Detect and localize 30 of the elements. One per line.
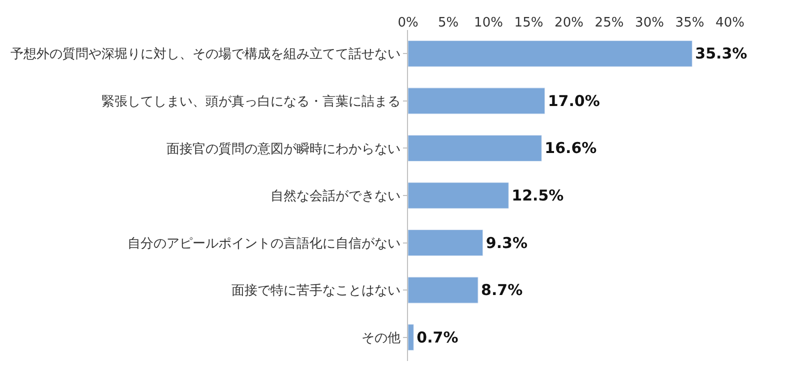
x-tick-label: 0% (398, 15, 418, 30)
x-tick-label: 5% (438, 15, 459, 30)
x-tick-label: 20% (554, 15, 584, 30)
bar (408, 324, 414, 351)
bar (408, 230, 484, 256)
data-label: 17.0% (548, 92, 600, 110)
bar (408, 276, 478, 304)
y-tick-label: 自分のアピールポイントの言語化に自信がない (127, 235, 400, 252)
x-tick-label: 15% (514, 15, 544, 30)
y-tick-label: 予想外の質問や深堀りに対し、その場で構成を組み立てて話せない (10, 46, 400, 62)
data-label: 0.7% (416, 328, 458, 346)
data-label: 35.3% (695, 44, 748, 63)
x-tick-label: 10% (474, 15, 503, 30)
data-label: 9.3% (486, 234, 528, 252)
y-tick-label: その他 (361, 330, 400, 346)
data-label: 16.6% (544, 139, 597, 158)
bar (408, 40, 692, 67)
x-tick-label: 25% (594, 15, 624, 30)
x-tick-label: 30% (635, 15, 664, 30)
y-tick-label: 面接官の質問の意図が瞬時にわからない (166, 140, 400, 157)
data-label: 12.5% (512, 186, 564, 204)
y-tick-label: 面接で特に苦手なことはない (231, 284, 400, 299)
bar (408, 182, 509, 209)
x-tick-label: 35% (675, 15, 704, 30)
x-tick-label: 40% (716, 15, 744, 30)
y-tick-label: 緊張してしまい、頭が真っ白になる・言葉に詰まる (101, 93, 400, 110)
bar (408, 88, 546, 114)
bar (408, 134, 542, 162)
data-label: 8.7% (481, 281, 523, 300)
y-tick-label: 自然な会話ができない (270, 189, 400, 204)
